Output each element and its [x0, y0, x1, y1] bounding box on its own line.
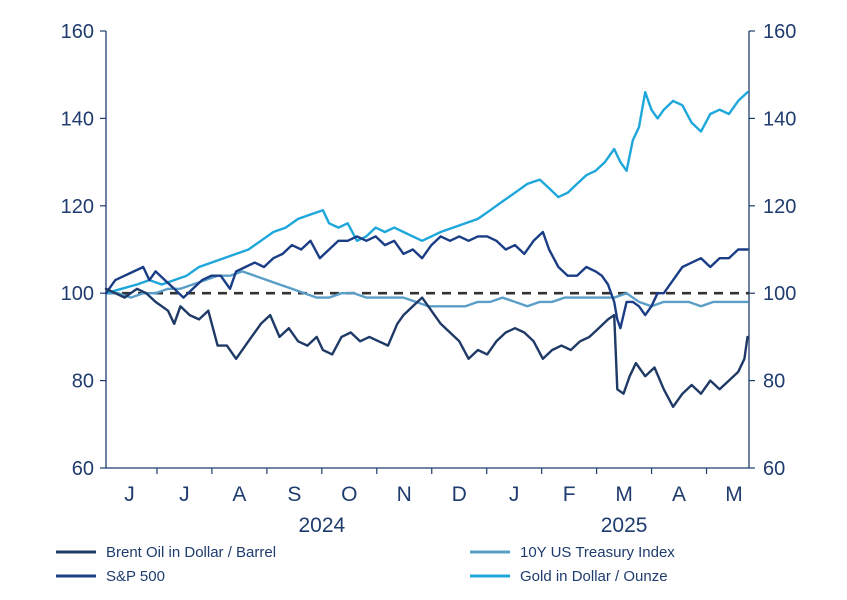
y-tick-label-left: 140: [61, 108, 94, 130]
series-group: [104, 90, 749, 408]
month-label: A: [672, 483, 686, 506]
month-label: M: [725, 483, 743, 506]
y-axis-left-ticks: 60 80 100 120 140 160: [61, 21, 106, 480]
series-line-2: [104, 270, 749, 308]
year-label: 2024: [298, 514, 345, 537]
y-tick-label-left: 100: [61, 283, 94, 305]
month-label: J: [179, 483, 190, 506]
month-label: J: [124, 483, 135, 506]
y-tick-label-left: 80: [72, 371, 94, 393]
legend: Brent Oil in Dollar / Barrel S&P 500 10Y U…: [56, 544, 675, 585]
legend-label: Gold in Dollar / Ounze: [520, 568, 668, 585]
x-axis-year-labels: 2024 2025: [298, 514, 647, 537]
month-label: F: [563, 483, 576, 506]
series-line-0: [104, 287, 749, 408]
month-label: J: [509, 483, 520, 506]
y-tick-label-right: 160: [763, 21, 796, 43]
month-label: A: [232, 483, 246, 506]
legend-label: S&P 500: [106, 568, 165, 585]
y-tick-label-right: 100: [763, 283, 796, 305]
y-tick-label-left: 160: [61, 21, 94, 43]
y-tick-label-left: 120: [61, 196, 94, 218]
month-label: M: [615, 483, 633, 506]
series-line-3: [104, 90, 749, 295]
month-label: O: [341, 483, 357, 506]
month-label: D: [452, 483, 467, 506]
month-label: S: [287, 483, 301, 506]
y-tick-label-right: 60: [763, 458, 785, 480]
legend-label: Brent Oil in Dollar / Barrel: [106, 544, 276, 561]
y-tick-label-left: 60: [72, 458, 94, 480]
y-axis-right-ticks: 60 80 100 120 140 160: [749, 21, 796, 480]
y-tick-label-right: 120: [763, 196, 796, 218]
axes: [105, 31, 750, 469]
legend-label: 10Y US Treasury Index: [520, 544, 675, 561]
month-label: N: [397, 483, 412, 506]
y-tick-label-right: 140: [763, 108, 796, 130]
series-line-1: [104, 230, 749, 330]
year-label: 2025: [601, 514, 648, 537]
y-tick-label-right: 80: [763, 371, 785, 393]
